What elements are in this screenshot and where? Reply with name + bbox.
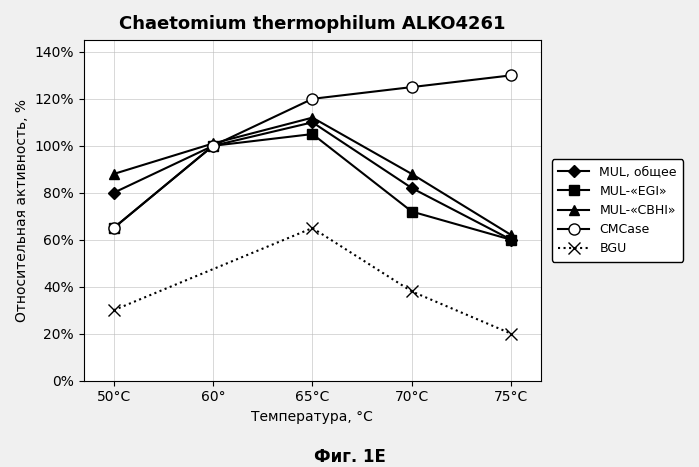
- Y-axis label: Относительная активность, %: Относительная активность, %: [15, 99, 29, 322]
- Text: Фиг. 1E: Фиг. 1E: [314, 448, 385, 467]
- X-axis label: Температура, °C: Температура, °C: [252, 410, 373, 424]
- Legend: MUL, общее, MUL-«EGI», MUL-«CBHI», CMCase, BGU: MUL, общее, MUL-«EGI», MUL-«CBHI», CMCas…: [552, 159, 683, 262]
- Title: Chaetomium thermophilum ALKO4261: Chaetomium thermophilum ALKO4261: [120, 15, 505, 33]
